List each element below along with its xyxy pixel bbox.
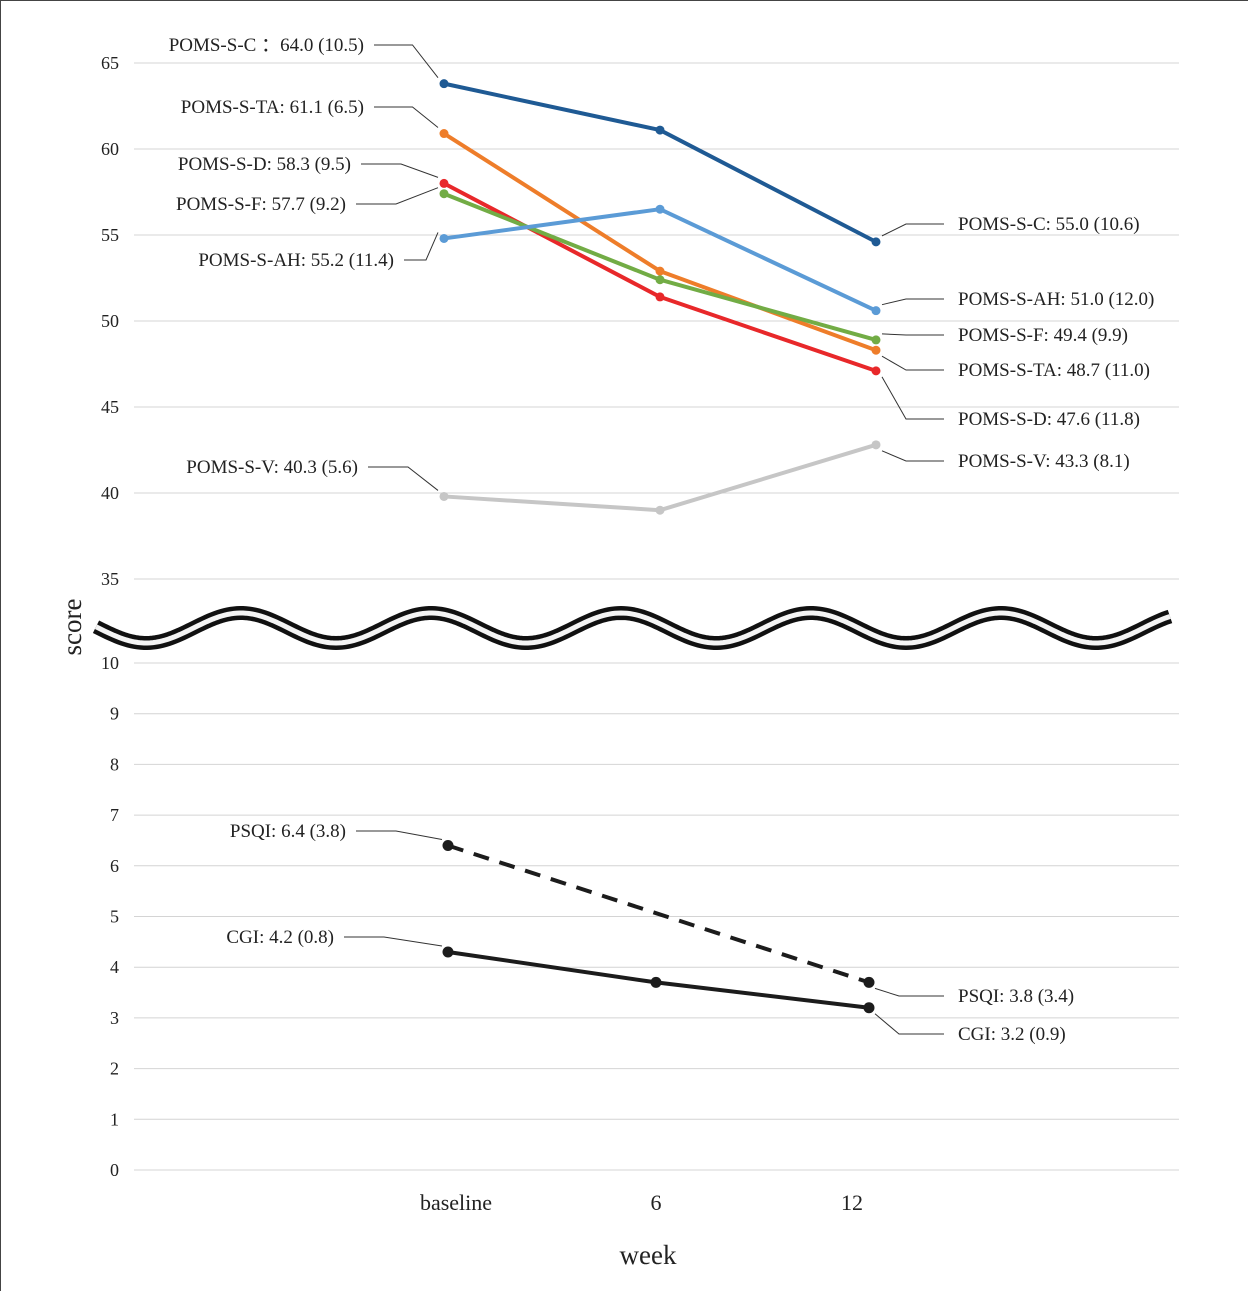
data-point-ah [655,204,665,214]
data-label-c-week12: POMS-S-C: 55.0 (10.6) [958,214,1140,235]
y-tick-label: 4 [110,957,119,977]
leader-line [881,298,944,306]
x-tick-labels: baseline 6 12 [420,1190,863,1215]
series-line-v [443,442,877,513]
data-label-cgi-week12: CGI: 3.2 (0.9) [958,1024,1066,1045]
leader-line [356,830,443,841]
data-point-d [871,366,881,376]
y-tick-label: 10 [101,653,119,673]
x-axis-title: week [620,1240,677,1270]
y-tick-label: 5 [110,907,119,927]
y-tick-label: 35 [101,569,119,589]
series-line-ta [442,131,877,353]
x-tick-label: 12 [841,1190,863,1215]
y-tick-label: 50 [101,311,119,331]
data-point-cgi [442,946,454,958]
y-tick-label: 2 [110,1059,119,1079]
break-wave-inner [94,610,1171,646]
data-label-f-week12: POMS-S-F: 49.4 (9.9) [958,325,1128,346]
data-point-c [655,125,665,135]
data-label-psqi-baseline: PSQI: 6.4 (3.8) [230,821,346,842]
y-tick-label: 40 [101,483,119,503]
data-label-cgi-baseline: CGI: 4.2 (0.8) [226,927,334,948]
leader-line [881,333,944,336]
data-point-cgi [863,1002,875,1014]
leader-line [881,450,944,462]
y-tick-label: 65 [101,53,119,73]
leader-line [404,232,439,261]
data-point-ta [871,345,881,355]
data-labels: POMS-S-C ：64.0 (10.5) POMS-S-C: 55.0 (10.… [169,35,1155,1045]
leader-line [874,1013,944,1035]
data-point-ah [439,233,449,243]
leader-line [368,466,439,491]
data-point-f [871,335,881,345]
y-tick-label: 8 [110,754,119,774]
y-tick-label: 1 [110,1109,119,1129]
data-point-c [439,79,449,89]
data-point-v [655,505,665,515]
y-tick-label: 3 [110,1008,119,1028]
data-label-ta-baseline: POMS-S-TA: 61.1 (6.5) [181,97,364,118]
data-point-d [439,178,449,188]
data-point-cgi [650,976,662,988]
data-point-ah [871,306,881,316]
leader-line [361,163,439,178]
y-tick-label: 55 [101,225,119,245]
data-point-psqi [863,976,875,988]
data-label-ah-week12: POMS-S-AH: 51.0 (12.0) [958,289,1154,310]
y-tick-label: 9 [110,704,119,724]
leader-line [874,987,944,997]
data-label-c-baseline: POMS-S-C ：64.0 (10.5) [169,35,364,56]
data-point-c [871,237,881,247]
data-label-v-week12: POMS-S-V: 43.3 (8.1) [958,451,1130,472]
data-label-ah-baseline: POMS-S-AH: 55.2 (11.4) [198,250,394,271]
data-point-f [655,275,665,285]
data-label-psqi-week12: PSQI: 3.8 (3.4) [958,986,1074,1007]
leader-line [344,936,443,947]
y-tick-label: 7 [110,805,119,825]
data-point-d [655,292,665,302]
data-point-v [439,491,449,501]
y-tick-label: 60 [101,139,119,159]
data-point-psqi [442,840,454,852]
y-axis-title: score [57,599,87,656]
data-point-f [439,189,449,199]
data-point-ta [439,129,449,139]
leader-line [881,223,944,237]
series-line-psqi [447,843,870,985]
leader-line [881,355,944,371]
y-tick-label: 0 [110,1160,119,1180]
data-label-d-baseline: POMS-S-D: 58.3 (9.5) [178,154,351,175]
x-tick-label: 6 [651,1190,662,1215]
x-tick-label: baseline [420,1190,492,1215]
gridlines [134,62,1179,1171]
data-label-ta-week12: POMS-S-TA: 48.7 (11.0) [958,360,1150,381]
data-point-ta [655,266,665,276]
leader-line [356,187,439,205]
series-lines [439,79,881,1014]
data-label-f-baseline: POMS-S-F: 57.7 (9.2) [176,194,346,215]
data-point-v [871,440,881,450]
data-label-d-week12: POMS-S-D: 47.6 (11.8) [958,409,1140,430]
axis-break-wave [92,605,1173,651]
leader-line [881,376,944,420]
data-label-v-baseline: POMS-S-V: 40.3 (5.6) [186,457,358,478]
y-tick-label: 45 [101,397,119,417]
leader-line [374,106,439,128]
y-tick-label: 6 [110,856,119,876]
leader-line [374,44,439,78]
